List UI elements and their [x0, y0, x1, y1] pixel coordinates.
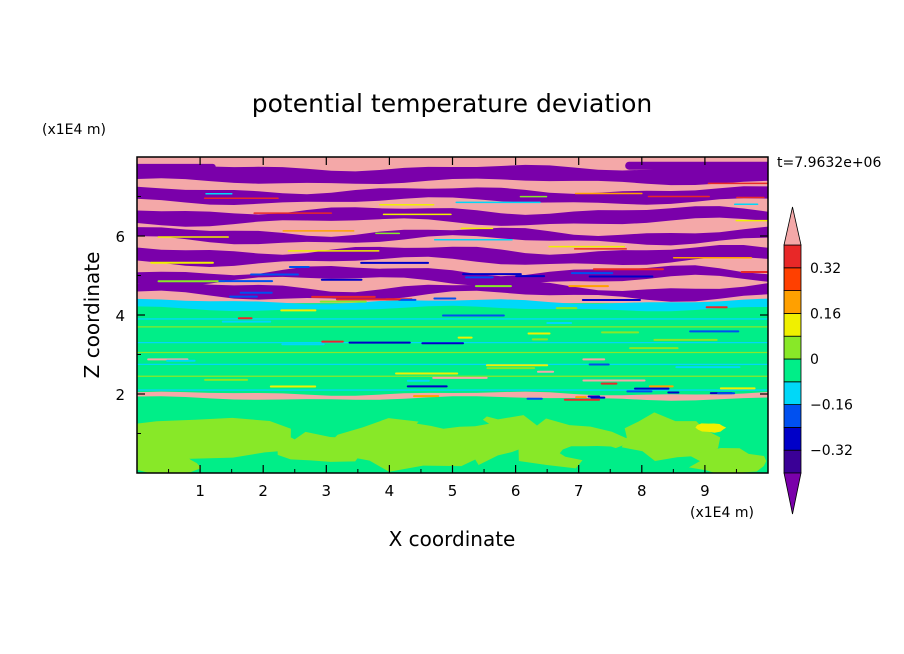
contour-fill — [137, 157, 768, 473]
chart-title: potential temperature deviation — [252, 89, 652, 118]
contour-blob — [695, 423, 727, 433]
colorbar-segment — [783, 244, 802, 269]
contour-band — [137, 245, 768, 267]
contour-blob — [327, 418, 485, 472]
x-tick-label: 6 — [511, 482, 521, 500]
colorbar-segment — [783, 267, 802, 291]
contour-blob — [137, 417, 313, 459]
contour-band — [137, 391, 768, 401]
y-tick-label: 2 — [115, 386, 125, 404]
colorbar: 0.32 0.16 0 −0.16 −0.32 — [783, 206, 853, 515]
colorbar-segment — [783, 335, 802, 360]
contour-band — [137, 298, 768, 312]
contour-blob — [414, 411, 490, 429]
contour-blob — [441, 414, 537, 465]
x-tick-label: 9 — [700, 482, 710, 500]
colorbar-segment — [783, 381, 802, 405]
contour-blob — [559, 446, 623, 461]
colorbar-label: 0 — [810, 352, 819, 368]
contour-band — [137, 265, 768, 286]
x-tick-label: 3 — [322, 482, 332, 500]
x-tick-label: 2 — [258, 482, 268, 500]
colorbar-segment — [783, 426, 802, 451]
x-unit-label: (x1E4 m) — [690, 505, 754, 521]
contour-band — [137, 186, 768, 205]
contour-band — [137, 164, 768, 186]
x-tick-label: 5 — [448, 482, 458, 500]
x-axis-title: X coordinate — [389, 527, 516, 551]
colorbar-label: −0.16 — [810, 398, 853, 414]
contour-band — [137, 281, 768, 302]
colorbar-label: 0.32 — [810, 261, 841, 277]
colorbar-label: 0.16 — [810, 306, 841, 322]
y-axis: 2 4 6 — [115, 196, 768, 434]
time-label: t=7.9632e+06 — [777, 155, 881, 171]
colorbar-segment — [783, 404, 802, 428]
y-tick-label: 6 — [115, 228, 125, 246]
colorbar-extend-top — [783, 206, 802, 246]
x-axis: 1 2 3 4 5 6 7 8 9 — [168, 157, 737, 500]
x-tick-label: 4 — [385, 482, 395, 500]
colorbar-extend-bottom — [783, 472, 802, 515]
contour-band — [137, 226, 768, 246]
y-axis-title: Z coordinate — [80, 252, 104, 379]
colorbar-segment — [783, 312, 802, 337]
colorbar-label: −0.32 — [810, 443, 853, 459]
y-tick-label: 4 — [115, 307, 125, 325]
colorbar-segment — [783, 358, 802, 383]
x-tick-label: 8 — [637, 482, 647, 500]
plot-area — [137, 157, 768, 473]
contour-band — [137, 206, 768, 227]
x-tick-label: 7 — [574, 482, 584, 500]
y-unit-label: (x1E4 m) — [42, 122, 106, 138]
contour-blob — [621, 412, 721, 461]
contour-blob — [688, 448, 767, 473]
colorbar-segment — [783, 449, 802, 474]
x-tick-label: 1 — [195, 482, 205, 500]
contour-blob — [490, 418, 634, 469]
colorbar-segment — [783, 290, 802, 314]
contour-blob — [137, 451, 202, 473]
